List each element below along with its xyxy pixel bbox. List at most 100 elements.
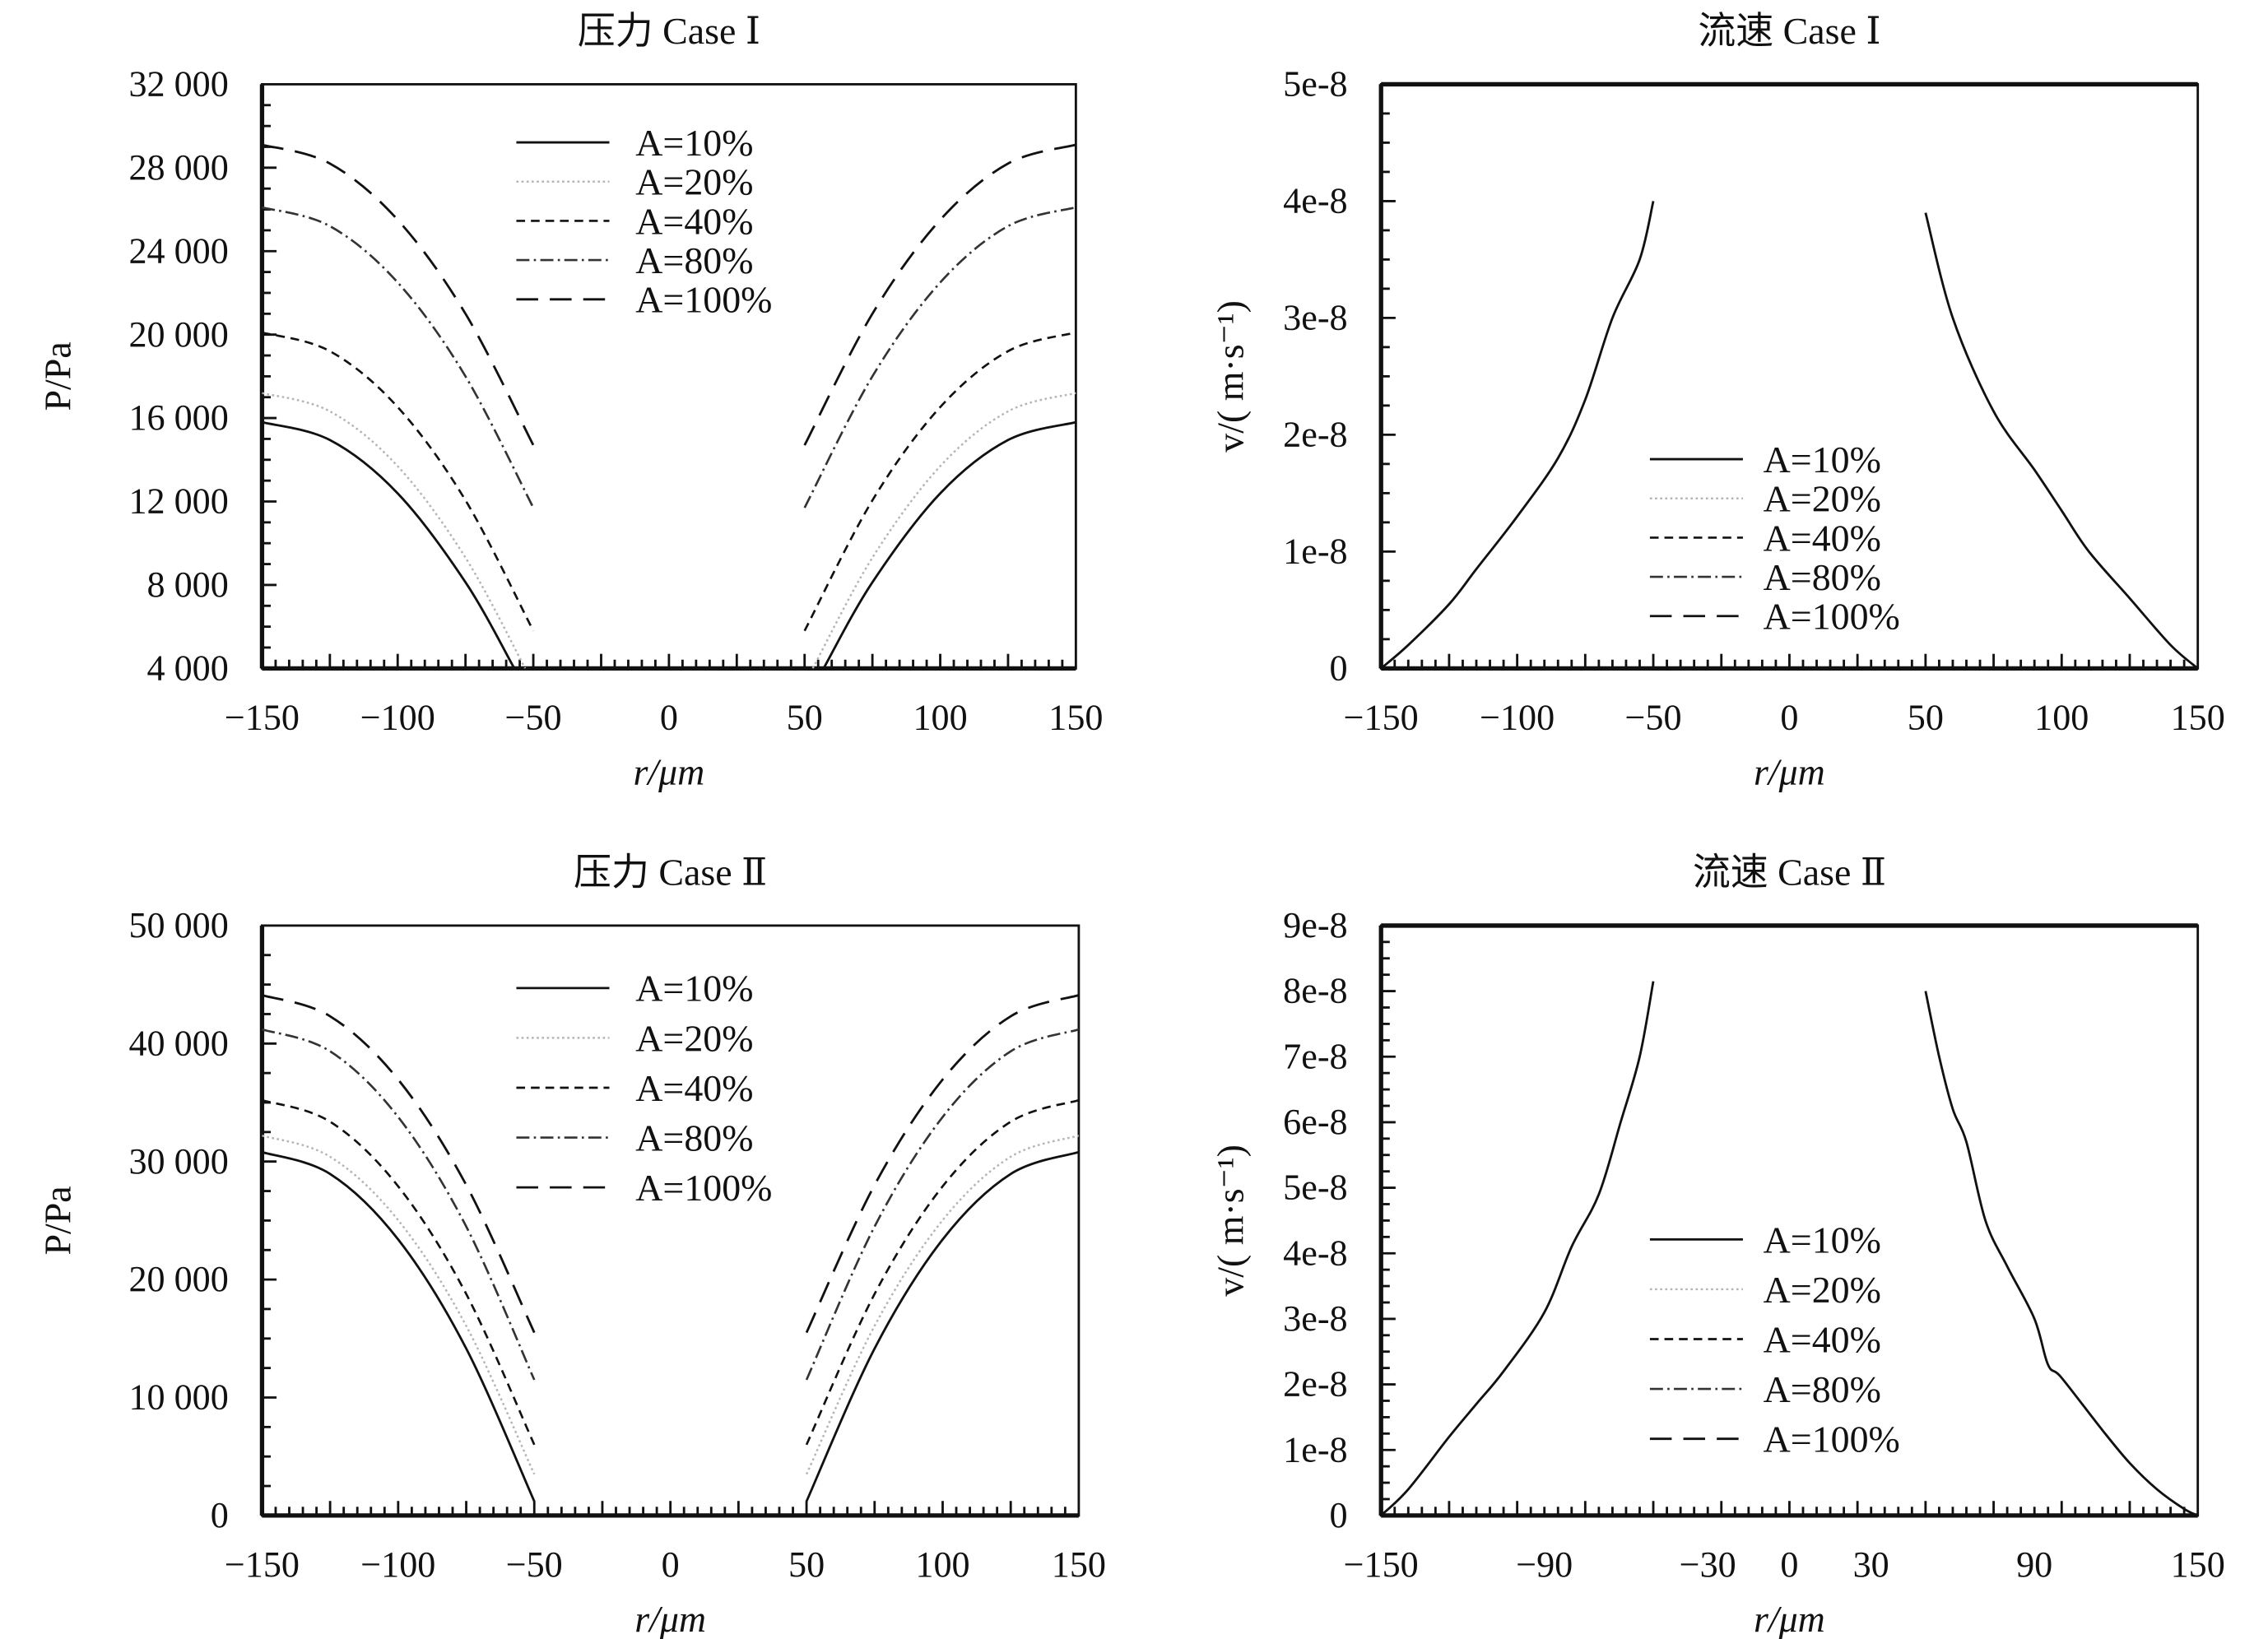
- legend-label: A=40%: [635, 1067, 753, 1109]
- x-tick-label: −150: [225, 1544, 300, 1585]
- series-20pct: [262, 1134, 1079, 1475]
- series-line: [1381, 201, 1655, 669]
- legend-entry: A=40%: [1649, 1318, 1881, 1360]
- y-tick-label: 3e-8: [1283, 1298, 1347, 1339]
- y-tick-label: 8 000: [147, 564, 229, 605]
- y-tick-label: 1e-8: [1283, 531, 1347, 571]
- legend-label: A=20%: [1764, 1269, 1881, 1311]
- series-40pct: [262, 331, 1076, 632]
- x-tick-label: 100: [915, 1544, 969, 1585]
- series-100pct: [262, 994, 1079, 1334]
- series-line: [803, 143, 1076, 446]
- y-tick-label: 3e-8: [1283, 298, 1347, 338]
- legend-label: A=100%: [1764, 596, 1900, 638]
- legend-entry: A=40%: [1649, 517, 1881, 559]
- x-tick-label: 50: [788, 1544, 825, 1585]
- y-tick-label: 32 000: [128, 64, 228, 104]
- legend-label: A=20%: [635, 161, 753, 203]
- y-tick-label: 20 000: [128, 314, 228, 355]
- x-tick-label: 50: [787, 698, 823, 738]
- legend-entry: A=100%: [1649, 1418, 1900, 1460]
- x-tick-label: 150: [1052, 1544, 1106, 1585]
- legend-entry: A=100%: [516, 279, 772, 321]
- y-tick-label: 28 000: [128, 147, 228, 188]
- x-tick-label: 150: [2171, 1544, 2225, 1585]
- series-line: [1924, 991, 2198, 1516]
- y-tick-label: 9e-8: [1283, 905, 1347, 945]
- chart-title: 压力 Case Ⅱ: [574, 851, 767, 893]
- y-tick-label: 24 000: [128, 230, 228, 271]
- legend-entry: A=40%: [516, 200, 753, 242]
- x-tick-label: −50: [506, 1544, 563, 1585]
- y-axis-label: P/Pa: [36, 1186, 78, 1255]
- y-tick-label: 8e-8: [1283, 971, 1347, 1011]
- x-tick-label: 50: [1908, 698, 1944, 738]
- legend-label: A=80%: [635, 239, 753, 281]
- legend-label: A=10%: [635, 968, 753, 1010]
- series-10pct: [1381, 201, 2198, 669]
- y-tick-label: 4e-8: [1283, 1233, 1347, 1273]
- legend-entry: A=10%: [1649, 1219, 1881, 1261]
- y-tick-label: 5e-8: [1283, 64, 1347, 104]
- series-20pct: [262, 392, 1076, 669]
- legend-label: A=40%: [1764, 1318, 1881, 1360]
- series-line: [1381, 981, 1655, 1516]
- y-tick-label: 2e-8: [1283, 415, 1347, 455]
- chart-panel-4: 流速 Case Ⅱ −150 −90 −30 0 30 90 150 0 1e-8 2e-8 3e-8…: [1209, 851, 2224, 1639]
- series-line: [822, 420, 1076, 669]
- x-tick-label: 0: [660, 698, 678, 738]
- legend-label: A=80%: [1764, 556, 1881, 598]
- x-tick-label: −100: [1480, 698, 1555, 738]
- x-axis-label: r/μm: [1754, 1598, 1825, 1639]
- series-10pct: [1381, 981, 2198, 1516]
- chart-title: 压力 Case Ⅰ: [578, 10, 760, 52]
- legend-entry: A=100%: [516, 1167, 772, 1209]
- y-tick-label: 0: [1330, 1495, 1348, 1535]
- legend-entry: A=80%: [1649, 556, 1881, 598]
- x-tick-label: −50: [505, 698, 562, 738]
- legend-label: A=10%: [635, 122, 753, 164]
- legend-entry: A=20%: [1649, 478, 1881, 520]
- series-line: [262, 206, 535, 508]
- series-line: [805, 994, 1079, 1334]
- x-tick-label: −30: [1680, 1544, 1736, 1585]
- y-tick-label: 16 000: [128, 397, 228, 438]
- y-tick-label: 0: [211, 1495, 229, 1535]
- x-tick-label: 150: [2171, 698, 2225, 738]
- series-line: [805, 1150, 1079, 1502]
- series-line: [262, 1028, 536, 1381]
- legend-entry: A=80%: [1649, 1368, 1881, 1410]
- legend-label: A=100%: [635, 279, 772, 321]
- series-line: [262, 1150, 536, 1502]
- legend-entry: A=10%: [516, 122, 753, 164]
- series-line: [805, 1134, 1079, 1475]
- x-tick-label: 90: [2016, 1544, 2052, 1585]
- series-line: [262, 994, 536, 1334]
- chart-panel-2: 流速 Case Ⅰ −150 −100 −50 0 50 100 150 0 1e-8 2e-8 3e…: [1209, 10, 2224, 793]
- legend-label: A=40%: [1764, 517, 1881, 559]
- legend-label: A=10%: [1764, 1219, 1881, 1261]
- x-tick-label: −90: [1516, 1544, 1573, 1585]
- series-line: [1924, 212, 2198, 669]
- chart-title: 流速 Case Ⅱ: [1693, 851, 1886, 893]
- y-tick-label: 40 000: [128, 1023, 228, 1063]
- y-tick-label: 1e-8: [1283, 1429, 1347, 1470]
- series-line: [262, 392, 527, 669]
- series-80pct: [262, 206, 1076, 508]
- series-line: [803, 331, 1076, 632]
- legend-label: A=100%: [1764, 1418, 1900, 1460]
- x-tick-label: −150: [1344, 1544, 1419, 1585]
- x-tick-label: −150: [1344, 698, 1419, 738]
- x-tick-label: −50: [1625, 698, 1682, 738]
- series-10pct: [262, 1150, 1079, 1502]
- y-tick-label: 2e-8: [1283, 1364, 1347, 1405]
- x-tick-label: 150: [1048, 698, 1103, 738]
- y-tick-label: 4e-8: [1283, 181, 1347, 221]
- series-80pct: [262, 1028, 1079, 1381]
- series-40pct: [262, 1098, 1079, 1446]
- series-line: [262, 1134, 536, 1475]
- legend-label: A=10%: [1764, 439, 1881, 481]
- legend-entry: A=10%: [516, 968, 753, 1010]
- series-100pct: [262, 143, 1076, 446]
- legend-entry: A=100%: [1649, 596, 1900, 638]
